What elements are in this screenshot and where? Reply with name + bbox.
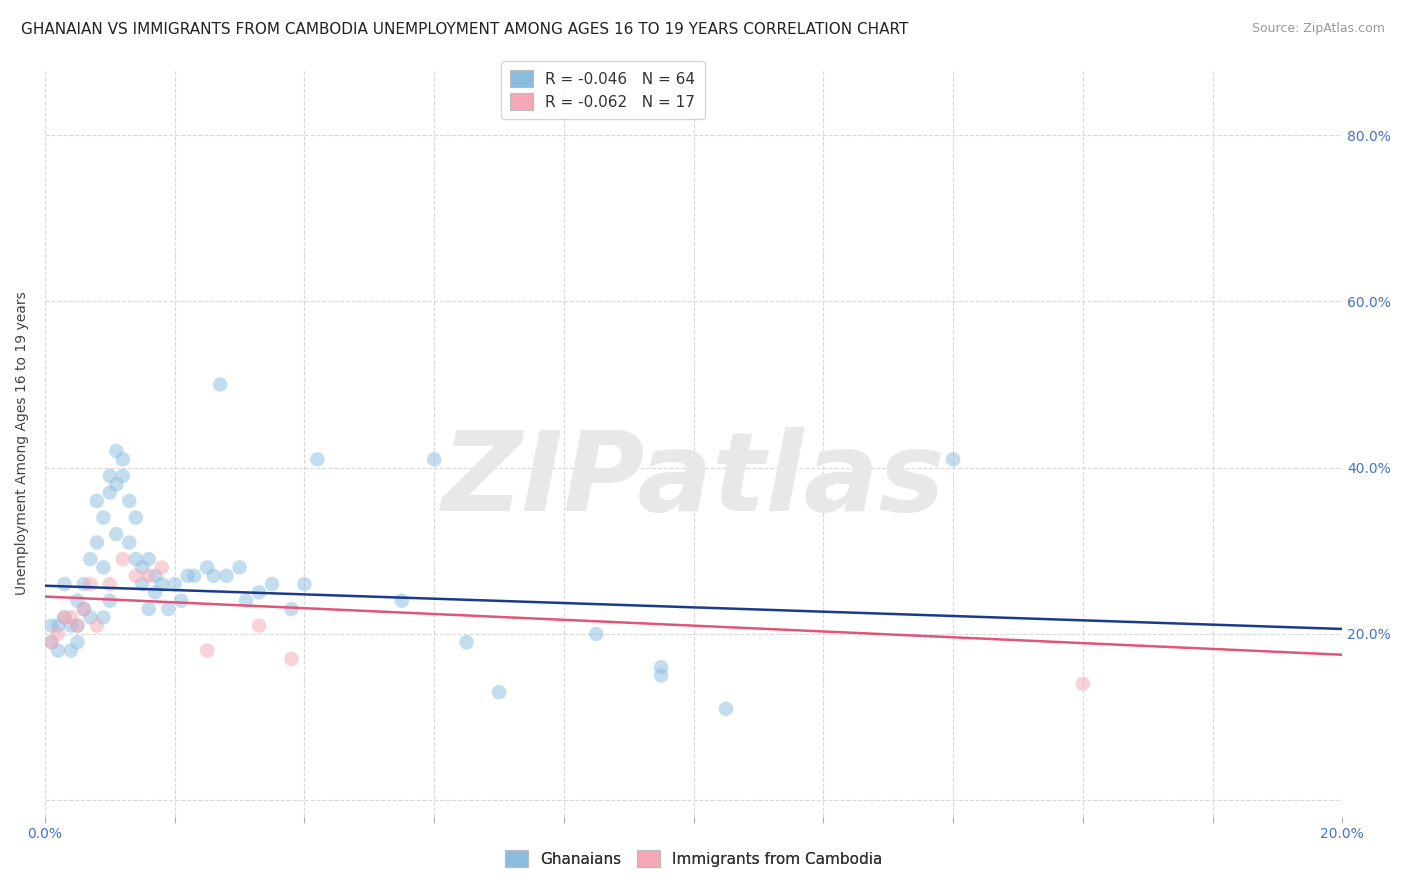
- Point: [202, 568, 225, 582]
- Point: [79, 610, 101, 624]
- Point: [93, 560, 115, 574]
- Point: [41, 635, 63, 649]
- Point: [942, 452, 965, 467]
- Point: [66, 618, 89, 632]
- Point: [1071, 677, 1094, 691]
- Point: [98, 577, 121, 591]
- Point: [59, 643, 82, 657]
- Point: [280, 602, 302, 616]
- Point: [125, 552, 148, 566]
- Point: [41, 618, 63, 632]
- Point: [118, 494, 141, 508]
- Point: [79, 552, 101, 566]
- Point: [391, 593, 413, 607]
- Point: [150, 560, 173, 574]
- Point: [150, 577, 173, 591]
- Point: [215, 568, 238, 582]
- Point: [105, 527, 128, 541]
- Point: [111, 552, 134, 566]
- Text: GHANAIAN VS IMMIGRANTS FROM CAMBODIA UNEMPLOYMENT AMONG AGES 16 TO 19 YEARS CORR: GHANAIAN VS IMMIGRANTS FROM CAMBODIA UNE…: [21, 22, 908, 37]
- Point: [59, 618, 82, 632]
- Point: [53, 577, 76, 591]
- Point: [176, 568, 198, 582]
- Point: [66, 593, 89, 607]
- Point: [228, 560, 250, 574]
- Point: [46, 618, 69, 632]
- Point: [86, 494, 108, 508]
- Point: [125, 568, 148, 582]
- Point: [46, 627, 69, 641]
- Point: [79, 577, 101, 591]
- Point: [111, 469, 134, 483]
- Point: [714, 702, 737, 716]
- Point: [235, 593, 257, 607]
- Point: [105, 444, 128, 458]
- Point: [170, 593, 193, 607]
- Point: [46, 643, 69, 657]
- Point: [247, 618, 270, 632]
- Point: [488, 685, 510, 699]
- Point: [131, 577, 153, 591]
- Point: [195, 560, 218, 574]
- Point: [131, 560, 153, 574]
- Point: [307, 452, 329, 467]
- Point: [143, 568, 166, 582]
- Point: [650, 668, 672, 682]
- Point: [53, 610, 76, 624]
- Point: [247, 585, 270, 599]
- Point: [143, 585, 166, 599]
- Point: [41, 635, 63, 649]
- Point: [138, 552, 160, 566]
- Point: [59, 610, 82, 624]
- Point: [163, 577, 186, 591]
- Point: [93, 610, 115, 624]
- Point: [105, 477, 128, 491]
- Point: [423, 452, 446, 467]
- Point: [157, 602, 180, 616]
- Y-axis label: Unemployment Among Ages 16 to 19 years: Unemployment Among Ages 16 to 19 years: [15, 291, 30, 595]
- Point: [138, 568, 160, 582]
- Point: [98, 593, 121, 607]
- Text: ZIPatlas: ZIPatlas: [441, 426, 945, 533]
- Point: [138, 602, 160, 616]
- Point: [195, 643, 218, 657]
- Point: [53, 610, 76, 624]
- Point: [585, 627, 607, 641]
- Point: [73, 602, 96, 616]
- Legend: Ghanaians, Immigrants from Cambodia: Ghanaians, Immigrants from Cambodia: [499, 844, 889, 873]
- Point: [93, 510, 115, 524]
- Point: [98, 469, 121, 483]
- Point: [118, 535, 141, 549]
- Point: [209, 377, 232, 392]
- Point: [280, 652, 302, 666]
- Point: [66, 635, 89, 649]
- Point: [125, 510, 148, 524]
- Point: [111, 452, 134, 467]
- Text: Source: ZipAtlas.com: Source: ZipAtlas.com: [1251, 22, 1385, 36]
- Point: [73, 577, 96, 591]
- Point: [650, 660, 672, 674]
- Point: [66, 618, 89, 632]
- Point: [183, 568, 205, 582]
- Point: [294, 577, 316, 591]
- Point: [260, 577, 283, 591]
- Point: [456, 635, 478, 649]
- Point: [73, 602, 96, 616]
- Point: [98, 485, 121, 500]
- Point: [86, 535, 108, 549]
- Point: [86, 618, 108, 632]
